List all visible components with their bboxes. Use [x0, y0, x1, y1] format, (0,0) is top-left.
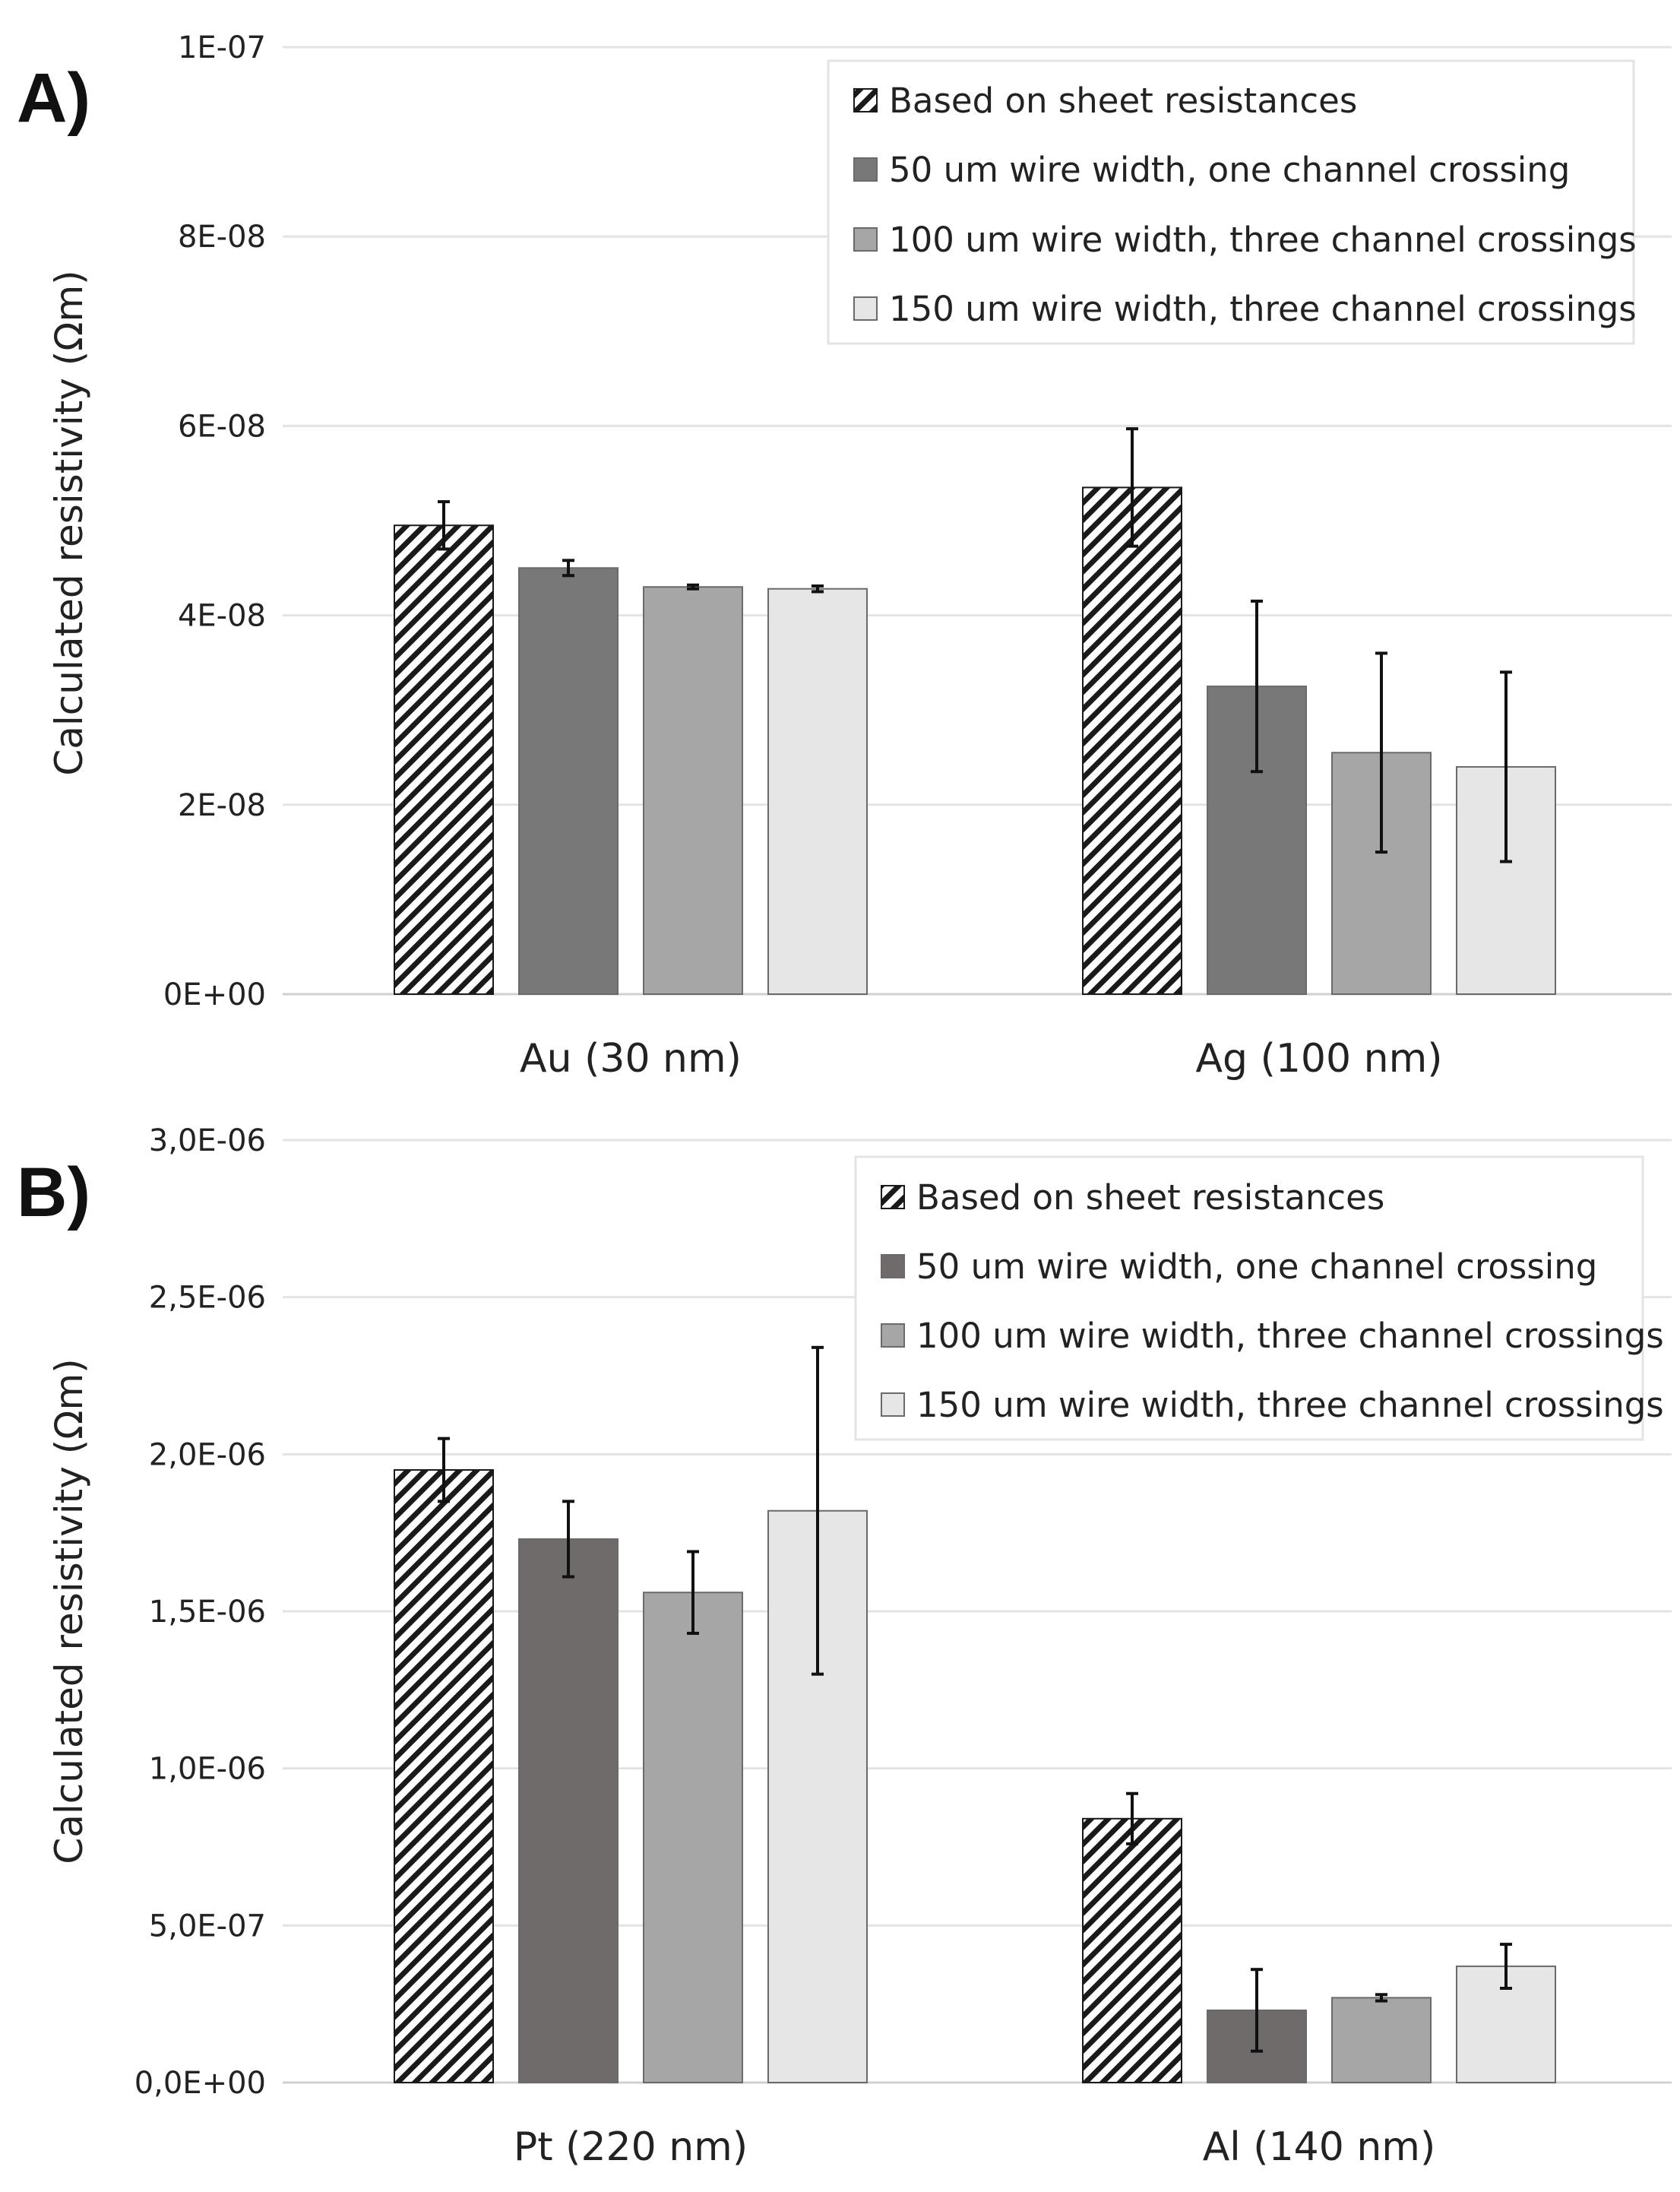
- y-axis-label: Calculated resistivity (Ωm): [47, 270, 91, 775]
- panel-label: A): [17, 59, 90, 137]
- bar-cat1-series1: [394, 1469, 494, 2083]
- y-tick-label: 6E-08: [178, 409, 266, 444]
- y-axis-label: Calculated resistivity (Ωm): [47, 1358, 91, 1864]
- bar-cat2-series3: [1331, 1997, 1432, 2083]
- y-tick-label: 1,5E-06: [149, 1595, 266, 1630]
- legend-box: [827, 59, 1635, 345]
- legend-label: 150 um wire width, three channel crossin…: [889, 289, 1637, 329]
- bar-cat1-series3: [643, 586, 743, 995]
- bar-cat1-series4: [767, 588, 868, 995]
- legend-swatch: [881, 1254, 905, 1278]
- bar-cat1-series1: [394, 524, 494, 995]
- legend-swatch: [881, 1392, 905, 1417]
- bar-cat1-series2: [518, 1538, 619, 2083]
- y-tick-label: 0E+00: [163, 977, 266, 1012]
- legend: Based on sheet resistances 50 um wire wid…: [854, 1155, 1664, 1441]
- legend-label: 100 um wire width, three channel crossin…: [916, 1316, 1664, 1356]
- y-tick-label: 2,0E-06: [149, 1437, 266, 1472]
- bar-cat1-series3: [643, 1592, 743, 2083]
- legend-label: 150 um wire width, three channel crossin…: [916, 1385, 1664, 1425]
- x-category-label: Ag (100 nm): [1195, 1036, 1442, 1082]
- legend-label: 100 um wire width, three channel crossin…: [889, 220, 1637, 260]
- legend-label: 50 um wire width, one channel crossing: [889, 150, 1570, 190]
- x-category-label: Al (140 nm): [1203, 2124, 1436, 2170]
- legend-swatch: [853, 296, 878, 321]
- y-tick-label: 1,0E-06: [149, 1752, 266, 1787]
- chart-panel-a: A) 0E+00 2E-08 4E-08 6E-08 8E-08 1E-07 Calculat…: [17, 30, 1672, 1082]
- chart-panel-b: B) 0,0E+00 5,0E-07 1,0E-06 1,5E-06 2,0E-06 2,5…: [17, 1123, 1672, 2170]
- y-tick-label: 2E-08: [178, 788, 266, 823]
- bar-cat2-series1: [1082, 1817, 1182, 2084]
- bar-cat2-series1: [1082, 486, 1182, 995]
- legend-swatch: [853, 157, 878, 182]
- y-tick-label: 5,0E-07: [149, 1908, 266, 1943]
- bar-cat1-series2: [518, 567, 619, 995]
- panel-label: B): [17, 1154, 90, 1231]
- legend: Based on sheet resistances 50 um wire wid…: [827, 59, 1637, 345]
- y-tick-label: 0,0E+00: [134, 2066, 266, 2101]
- legend-swatch: [881, 1323, 905, 1348]
- legend-label: Based on sheet resistances: [916, 1177, 1384, 1218]
- legend-swatch: [853, 88, 878, 112]
- legend-swatch: [853, 227, 878, 252]
- y-tick-label: 3,0E-06: [149, 1123, 266, 1158]
- legend-box: [854, 1155, 1644, 1441]
- x-category-label: Pt (220 nm): [514, 2124, 748, 2170]
- y-tick-label: 4E-08: [178, 599, 266, 634]
- y-tick-label: 8E-08: [178, 220, 266, 255]
- legend-swatch: [881, 1185, 905, 1209]
- x-category-label: Au (30 nm): [520, 1036, 742, 1082]
- y-tick-label: 2,5E-06: [149, 1281, 266, 1316]
- legend-label: Based on sheet resistances: [889, 81, 1357, 121]
- y-tick-label: 1E-07: [178, 30, 266, 65]
- legend-label: 50 um wire width, one channel crossing: [916, 1246, 1597, 1287]
